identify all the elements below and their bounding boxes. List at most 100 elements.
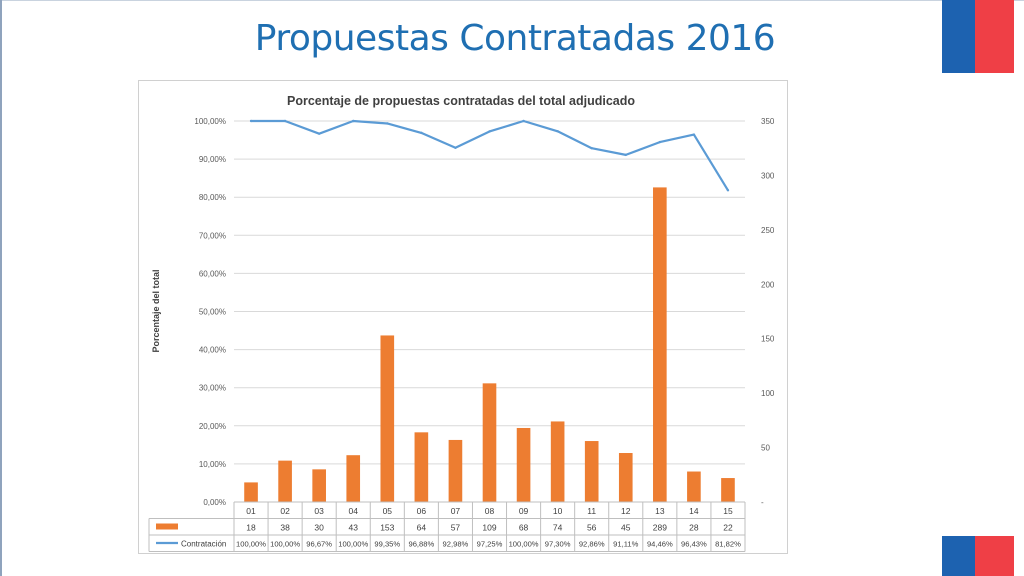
x-tick-label: 07 bbox=[451, 506, 461, 516]
flag-logo-top bbox=[942, 0, 1014, 73]
y-tick-label: 60,00% bbox=[199, 269, 226, 278]
line-point bbox=[726, 189, 730, 192]
y2-tick-label: 100 bbox=[761, 389, 775, 398]
data-table-percent: 96,43% bbox=[681, 540, 707, 549]
legend-label-contratacion: Contratación bbox=[181, 540, 226, 549]
data-table-percent: 99,35% bbox=[374, 540, 400, 549]
data-table-percent: 96,88% bbox=[408, 540, 434, 549]
bar bbox=[550, 421, 565, 502]
x-tick-label: 10 bbox=[553, 506, 563, 516]
data-table-value: 56 bbox=[587, 523, 597, 533]
bar bbox=[278, 460, 292, 502]
line-point bbox=[692, 133, 696, 136]
chart-title: Porcentaje de propuestas contratadas del… bbox=[287, 94, 635, 108]
data-table-percent: 96,67% bbox=[306, 540, 332, 549]
y-tick-label: 0,00% bbox=[203, 498, 226, 507]
data-table-percent: 92,98% bbox=[443, 540, 469, 549]
legend-swatch-bars bbox=[156, 523, 178, 530]
data-table-value: 289 bbox=[653, 523, 667, 533]
line-point bbox=[420, 131, 423, 135]
y2-tick-label: 200 bbox=[761, 280, 775, 289]
x-tick-label: 01 bbox=[246, 506, 256, 516]
line-point bbox=[522, 119, 525, 123]
data-table-percent: 94,46% bbox=[647, 540, 673, 549]
y2-tick-label: 350 bbox=[761, 117, 775, 126]
bar bbox=[584, 441, 599, 502]
line-point bbox=[556, 130, 559, 133]
line-point bbox=[352, 119, 355, 123]
bar bbox=[687, 471, 701, 502]
data-table-value: 109 bbox=[482, 523, 496, 533]
x-tick-label: 05 bbox=[383, 506, 393, 516]
bar bbox=[244, 482, 258, 502]
y2-tick-label: - bbox=[761, 498, 764, 507]
data-table-value: 64 bbox=[417, 523, 427, 533]
y-tick-label: 10,00% bbox=[199, 460, 226, 469]
y2-tick-label: 150 bbox=[761, 335, 775, 344]
x-tick-label: 08 bbox=[485, 506, 495, 516]
bar bbox=[516, 427, 531, 502]
chart-frame: Porcentaje de propuestas contratadas del… bbox=[138, 80, 788, 554]
data-table-value: 28 bbox=[689, 523, 699, 533]
x-tick-label: 14 bbox=[689, 506, 699, 516]
data-table-value: 57 bbox=[451, 523, 461, 533]
y-tick-label: 100,00% bbox=[194, 117, 226, 126]
line-point bbox=[283, 119, 287, 123]
data-table-value: 38 bbox=[280, 523, 290, 533]
y-tick-label: 50,00% bbox=[199, 308, 226, 317]
slide-left-border bbox=[0, 0, 2, 576]
data-table-value: 68 bbox=[519, 523, 529, 533]
bar bbox=[414, 432, 429, 502]
data-table-percent: 97,30% bbox=[545, 540, 571, 549]
data-table-value: 18 bbox=[246, 523, 256, 533]
chart: Porcentaje de propuestas contratadas del… bbox=[148, 94, 775, 552]
data-table-percent: 92,86% bbox=[579, 540, 605, 549]
bar bbox=[380, 335, 395, 502]
y-tick-label: 80,00% bbox=[199, 193, 226, 202]
data-table-value: 74 bbox=[553, 523, 563, 533]
data-table-percent: 91,11% bbox=[613, 540, 638, 549]
x-tick-label: 12 bbox=[621, 506, 631, 516]
data-table-percent: 81,82% bbox=[715, 540, 741, 549]
x-tick-label: 04 bbox=[348, 506, 358, 516]
x-tick-label: 06 bbox=[417, 506, 427, 516]
x-tick-label: 15 bbox=[723, 506, 733, 516]
bar bbox=[312, 469, 326, 502]
data-table-value: 22 bbox=[723, 523, 733, 533]
bar bbox=[618, 453, 633, 502]
y-axis-label: Porcentaje del total bbox=[151, 269, 161, 352]
data-table-percent: 97,25% bbox=[477, 540, 503, 549]
flag-logo-bottom bbox=[942, 536, 1014, 576]
line-point bbox=[317, 132, 321, 135]
line-point bbox=[386, 122, 389, 125]
line-point bbox=[658, 140, 662, 144]
bar bbox=[653, 187, 667, 502]
y2-tick-label: 50 bbox=[761, 444, 770, 453]
x-tick-label: 02 bbox=[280, 506, 290, 516]
x-tick-label: 11 bbox=[587, 506, 596, 516]
x-tick-label: 03 bbox=[314, 506, 324, 516]
line-point bbox=[488, 130, 491, 133]
y-tick-label: 70,00% bbox=[199, 231, 226, 240]
bar bbox=[482, 383, 497, 502]
data-table-percent: 100,00% bbox=[509, 540, 539, 549]
data-table-value: 43 bbox=[348, 523, 358, 533]
line-point bbox=[624, 153, 627, 157]
line-point bbox=[249, 119, 253, 123]
x-tick-label: 13 bbox=[655, 506, 665, 516]
bar bbox=[448, 439, 463, 502]
y-tick-label: 20,00% bbox=[199, 422, 226, 431]
y2-tick-label: 250 bbox=[761, 226, 775, 235]
data-table-value: 153 bbox=[380, 523, 394, 533]
line-point bbox=[454, 146, 457, 149]
y-tick-label: 90,00% bbox=[199, 155, 226, 164]
y-tick-label: 30,00% bbox=[199, 384, 226, 393]
data-table-percent: 100,00% bbox=[270, 540, 300, 549]
data-table-percent: 100,00% bbox=[236, 540, 266, 549]
data-table-percent: 100,00% bbox=[338, 540, 368, 549]
data-table-value: 30 bbox=[314, 523, 324, 533]
bar bbox=[721, 478, 735, 502]
bar bbox=[346, 455, 361, 502]
slide-top-border bbox=[0, 0, 1024, 1]
x-tick-label: 09 bbox=[519, 506, 529, 516]
